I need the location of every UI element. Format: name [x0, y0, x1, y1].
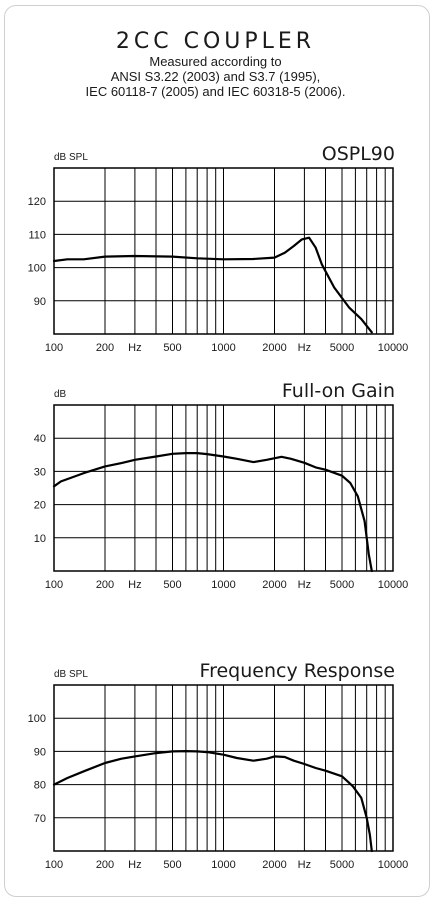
- page-title: 2CC COUPLER: [115, 29, 316, 54]
- full-on-gain-series-line: [52, 451, 373, 573]
- ospl90-x-tick-label: 200: [96, 342, 114, 354]
- full-on-gain-x-tick-label: 500: [163, 579, 181, 591]
- full-on-gain-x-tick-label: 5000: [330, 579, 354, 591]
- full-on-gain-x-tick-label: 2000: [262, 579, 286, 591]
- ospl90-plot-frame: [53, 167, 394, 335]
- ospl90-x-tick-label: 10000: [378, 342, 409, 354]
- frequency-response-chart: 70 80 90 100 100 200 Hz 500 1000 2000 Hz 5000 10000 d…: [28, 660, 409, 871]
- ospl90-y-tick-label: 120: [28, 196, 46, 208]
- header: 2CC COUPLER Measured according to ANSI S…: [0, 29, 431, 100]
- full-on-gain-y-axis-label: dB: [54, 389, 67, 400]
- full-on-gain-x-tick-label: 100: [45, 579, 63, 591]
- frequency-response-x-tick-label: 5000: [330, 859, 354, 871]
- full-on-gain-chart: 10 20 30 40 100 200 Hz 500 1000 2000 Hz 5000 10000 dB…: [34, 380, 409, 591]
- ospl90-x-tick-label: Hz: [298, 342, 311, 354]
- frequency-response-x-tick-label: 10000: [378, 859, 409, 871]
- full-on-gain-y-tick-label: 10: [34, 533, 46, 545]
- ospl90-series-line: [52, 236, 373, 334]
- frequency-response-x-tick-label: 100: [45, 859, 63, 871]
- ospl90-x-tick-label: 100: [45, 342, 63, 354]
- frequency-response-y-axis-label: dB SPL: [54, 669, 88, 680]
- ospl90-y-tick-label: 90: [34, 296, 46, 308]
- frequency-response-x-tick-label: 2000: [262, 859, 286, 871]
- frequency-response-chart-title: Frequency Response: [200, 660, 395, 682]
- frequency-response-plot-frame: [53, 684, 394, 852]
- ospl90-x-tick-label: 500: [163, 342, 181, 354]
- frequency-response-x-tick-label: 1000: [211, 859, 235, 871]
- full-on-gain-x-tick-label: 10000: [378, 579, 409, 591]
- full-on-gain-plot-frame: [53, 404, 394, 572]
- ospl90-x-tick-label: 2000: [262, 342, 286, 354]
- ospl90-y-tick-label: 110: [28, 229, 46, 241]
- full-on-gain-y-tick-label: 30: [34, 466, 46, 478]
- subtitle-line-3: IEC 60118-7 (2005) and IEC 60318-5 (2006…: [85, 84, 346, 99]
- ospl90-x-tick-label: Hz: [128, 342, 141, 354]
- frequency-response-y-tick-label: 90: [34, 746, 46, 758]
- full-on-gain-x-tick-label: 1000: [211, 579, 235, 591]
- frequency-response-y-tick-label: 70: [34, 813, 46, 825]
- ospl90-chart: 90 100 110 120 100 200 Hz 500 1000 2000 Hz 5000 1000…: [28, 143, 409, 354]
- ospl90-x-tick-label: 5000: [330, 342, 354, 354]
- subtitle-line-1: Measured according to: [149, 54, 282, 69]
- chart-card: [4, 5, 430, 897]
- ospl90-x-tick-label: 1000: [211, 342, 235, 354]
- ospl90-chart-title: OSPL90: [322, 143, 395, 165]
- full-on-gain-x-tick-label: 200: [96, 579, 114, 591]
- frequency-response-x-tick-label: Hz: [128, 859, 141, 871]
- frequency-response-y-tick-label: 80: [34, 780, 46, 792]
- subtitle-line-2: ANSI S3.22 (2003) and S3.7 (1995),: [110, 69, 321, 84]
- frequency-response-x-tick-label: 500: [163, 859, 181, 871]
- ospl90-y-tick-label: 100: [28, 263, 46, 275]
- full-on-gain-chart-title: Full-on Gain: [282, 380, 395, 402]
- full-on-gain-y-tick-label: 40: [34, 433, 46, 445]
- frequency-response-x-tick-label: 200: [96, 859, 114, 871]
- full-on-gain-y-tick-label: 20: [34, 500, 46, 512]
- frequency-response-y-tick-label: 100: [28, 713, 46, 725]
- ospl90-y-axis-label: dB SPL: [54, 152, 88, 163]
- full-on-gain-x-tick-label: Hz: [128, 579, 141, 591]
- frequency-response-x-tick-label: Hz: [298, 859, 311, 871]
- full-on-gain-x-tick-label: Hz: [298, 579, 311, 591]
- frequency-response-series-line: [52, 749, 373, 853]
